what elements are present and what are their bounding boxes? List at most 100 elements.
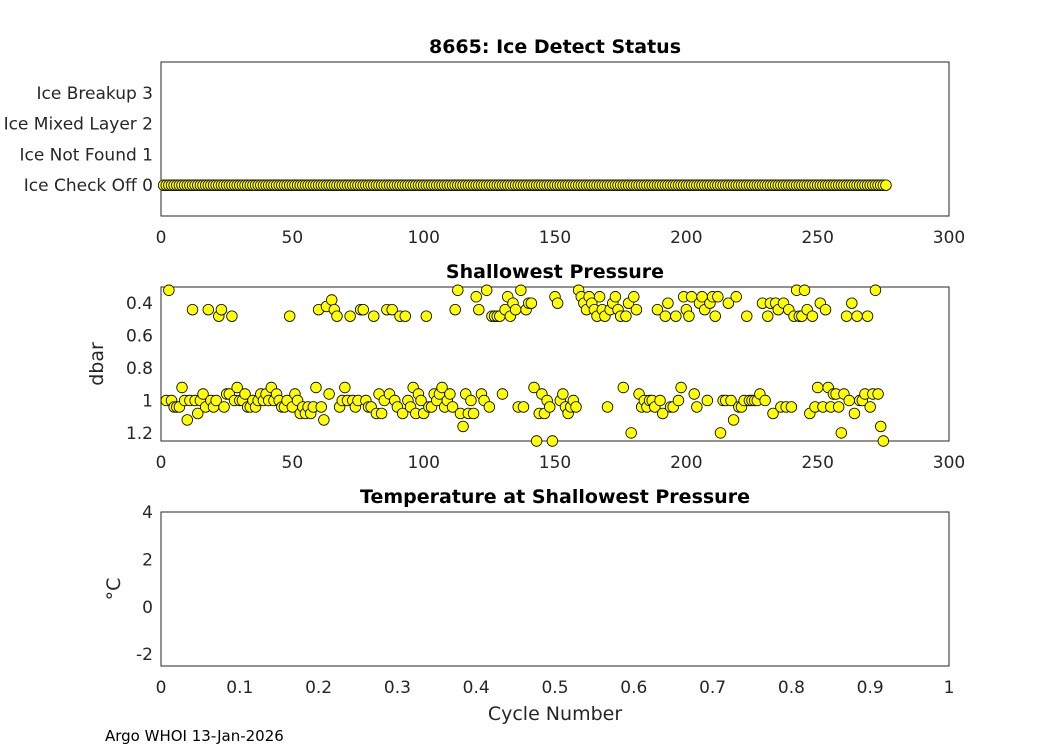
x-tick-label: 0.1 <box>226 678 253 698</box>
y-tick-label: 0.8 <box>126 359 153 379</box>
chart-title: 8665: Ice Detect Status <box>429 36 681 58</box>
data-point <box>192 407 204 420</box>
data-point <box>444 388 456 400</box>
shallowest-pressure-panel: 0 50 100 150 200 250 300 0.4 0.6 0.8 1 1.2 Shallowes… <box>86 261 965 473</box>
data-point <box>651 303 664 316</box>
data-point <box>861 310 874 322</box>
data-point <box>467 407 480 420</box>
data-point <box>181 414 193 426</box>
x-tick-label: 300 <box>933 228 965 248</box>
x-tick-label: 100 <box>407 453 439 473</box>
data-point <box>457 420 469 433</box>
x-tick-label: 0.8 <box>778 678 805 698</box>
y-tick-label: 0.4 <box>126 294 153 314</box>
data-point <box>546 435 559 447</box>
data-point <box>601 401 614 413</box>
data-point <box>186 303 199 316</box>
x-tick-label: 0.6 <box>620 678 647 698</box>
x-tick-label: 250 <box>801 228 833 248</box>
x-tick-label: 200 <box>670 228 702 248</box>
x-tick-label: 150 <box>539 453 571 473</box>
data-point <box>712 291 724 303</box>
x-tick-label: 0.3 <box>384 678 411 698</box>
data-point <box>530 435 543 447</box>
data-point <box>806 310 819 322</box>
data-point <box>544 401 556 413</box>
axes-box <box>160 511 950 667</box>
data-point <box>869 284 882 296</box>
data-point <box>877 435 890 447</box>
data-point <box>470 291 482 303</box>
data-point <box>163 284 175 296</box>
x-tick-label: 0 <box>156 228 167 248</box>
x-tick-label: 0 <box>156 453 167 473</box>
data-point <box>672 394 685 407</box>
x-tick-label: 100 <box>407 228 439 248</box>
data-point <box>819 303 832 316</box>
data-point <box>762 310 774 322</box>
data-point <box>310 381 322 394</box>
temperature-panel: 0 0.1 0.2 0.3 0.4 0.5 0.6 0.7 0.8 0.9 1-2024Temper… <box>103 486 954 725</box>
data-point <box>675 381 687 394</box>
data-point <box>617 381 629 394</box>
y-tick-label: Ice Check Off 0 <box>24 176 153 196</box>
data-point <box>811 381 824 394</box>
y-tick-label: 2 <box>142 550 153 570</box>
data-point <box>620 310 632 322</box>
data-point <box>202 303 214 316</box>
data-point <box>399 310 411 322</box>
data-point <box>315 401 327 413</box>
data-point <box>846 297 858 309</box>
data-point <box>835 427 848 439</box>
data-point <box>483 401 496 413</box>
axes-box <box>160 61 950 217</box>
data-point <box>197 388 209 400</box>
ice-status-panel: 0 50 100 150 200 250 300 Ice Check Off 0 Ice Not… <box>4 36 966 248</box>
x-tick-label: 0.4 <box>463 678 490 698</box>
data-point <box>714 427 727 439</box>
data-point <box>872 388 884 400</box>
x-tick-label: 50 <box>282 228 304 248</box>
data-point <box>239 388 251 400</box>
data-point <box>525 297 538 309</box>
data-point <box>176 381 188 394</box>
data-point <box>785 401 798 413</box>
data-point <box>436 381 448 394</box>
y-tick-label: Ice Not Found 1 <box>19 145 153 165</box>
data-point <box>759 394 771 407</box>
x-tick-label: 200 <box>670 453 702 473</box>
data-point <box>344 310 356 322</box>
data-point <box>832 401 845 413</box>
data-point <box>331 310 343 322</box>
y-axis-label: dbar <box>86 342 108 386</box>
data-point <box>420 310 432 322</box>
y-tick-label: 1 <box>142 391 153 411</box>
data-point <box>449 303 461 316</box>
data-point <box>284 310 296 322</box>
data-point <box>326 294 338 306</box>
data-point <box>701 394 714 407</box>
data-point <box>741 310 753 322</box>
data-point <box>843 394 855 407</box>
chart-title: Temperature at Shallowest Pressure <box>360 486 750 508</box>
data-point <box>659 310 672 322</box>
data-point <box>630 303 643 316</box>
y-tick-label: 1.2 <box>126 424 153 444</box>
data-point <box>386 303 398 316</box>
data-point <box>767 407 779 420</box>
data-point <box>722 297 735 309</box>
data-point <box>496 388 509 400</box>
data-point <box>609 291 622 303</box>
data-point <box>727 414 740 426</box>
data-point <box>730 291 742 303</box>
data-point <box>215 303 228 316</box>
x-tick-label: 150 <box>539 228 571 248</box>
x-tick-label: 1 <box>944 678 955 698</box>
data-point <box>357 303 369 316</box>
data-point <box>691 401 703 413</box>
chart-title: Shallowest Pressure <box>446 261 664 283</box>
x-tick-label: 300 <box>933 453 965 473</box>
data-point <box>848 407 861 420</box>
data-point <box>415 394 427 407</box>
data-point <box>875 420 887 433</box>
